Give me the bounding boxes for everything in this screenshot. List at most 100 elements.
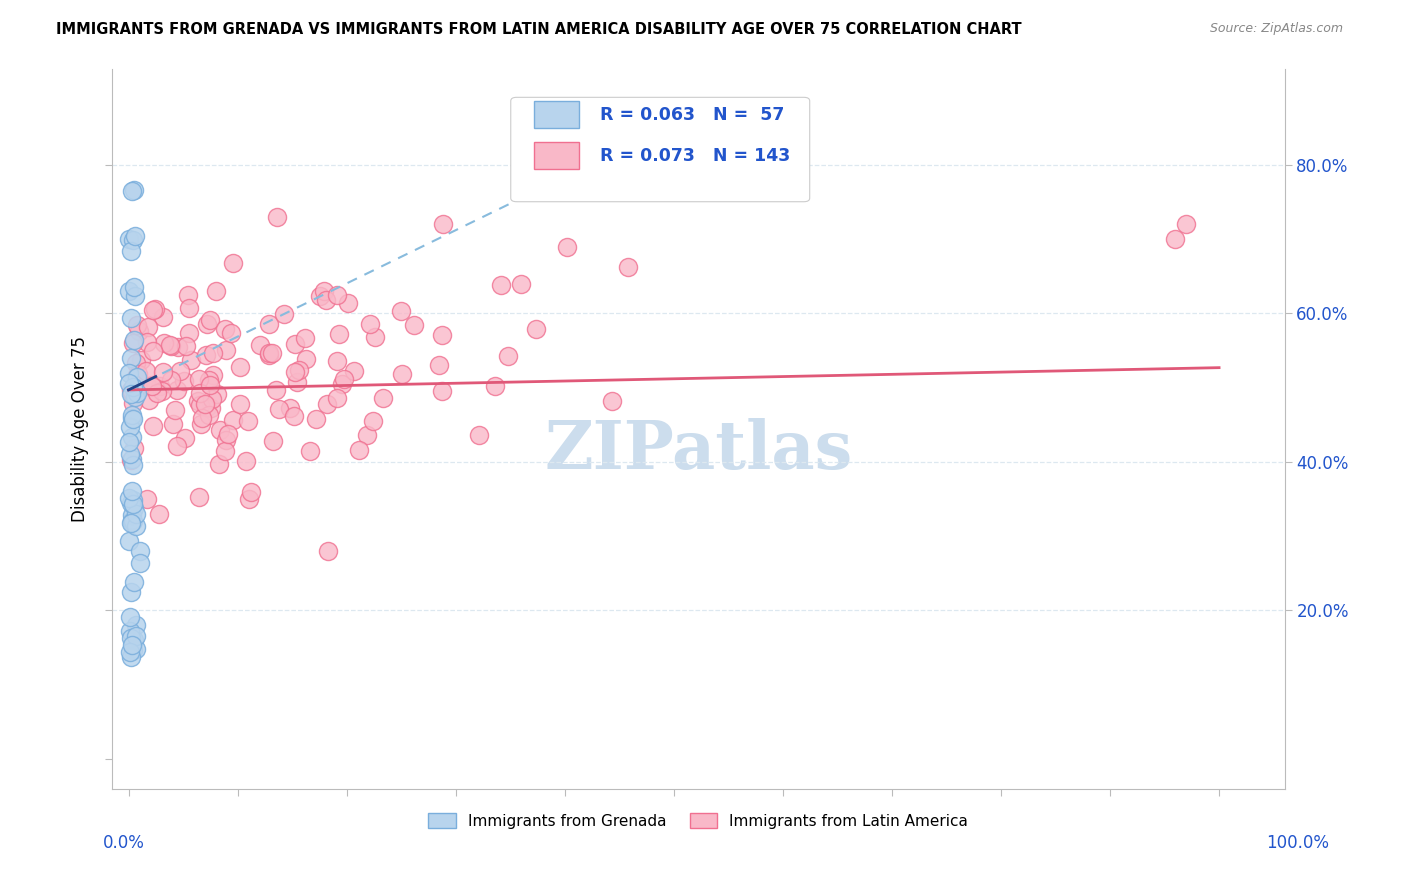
Point <box>129 353 152 368</box>
Point <box>288 363 311 377</box>
Point <box>120 632 142 646</box>
Point <box>136 319 159 334</box>
Point <box>202 368 225 382</box>
Point <box>118 284 141 298</box>
Point <box>125 370 148 384</box>
Point <box>347 442 370 457</box>
Point <box>128 556 150 570</box>
Point <box>136 491 159 506</box>
Point <box>135 379 157 393</box>
Point <box>179 326 201 340</box>
Point <box>122 333 145 347</box>
Point <box>152 335 174 350</box>
Point <box>142 418 165 433</box>
Point <box>121 233 143 247</box>
Point <box>249 338 271 352</box>
Point <box>121 513 143 527</box>
Point <box>315 397 337 411</box>
Point <box>118 232 141 246</box>
Point <box>304 412 326 426</box>
Point <box>121 386 143 401</box>
Point <box>1175 218 1198 232</box>
Point <box>124 356 146 370</box>
Point <box>1164 232 1187 246</box>
Point <box>125 507 148 521</box>
Point <box>204 285 226 299</box>
Point <box>120 447 142 461</box>
Point <box>214 321 236 335</box>
Point <box>389 304 412 318</box>
Text: 100.0%: 100.0% <box>1265 834 1329 852</box>
Point <box>257 318 280 332</box>
Point <box>122 633 145 648</box>
Point <box>121 408 143 422</box>
Point <box>364 329 387 343</box>
Point <box>166 340 188 354</box>
Point <box>404 318 426 332</box>
Point <box>122 395 145 409</box>
Point <box>238 414 260 428</box>
Text: ZIPatlas: ZIPatlas <box>544 417 852 483</box>
Point <box>118 376 141 390</box>
Point <box>427 358 450 372</box>
Point <box>128 325 150 339</box>
Point <box>326 391 349 405</box>
Point <box>197 317 219 331</box>
Point <box>309 289 332 303</box>
Point <box>152 310 174 324</box>
Point <box>174 431 197 445</box>
Point <box>120 351 142 365</box>
Point <box>555 240 578 254</box>
Point <box>195 348 218 362</box>
Legend: Immigrants from Grenada, Immigrants from Latin America: Immigrants from Grenada, Immigrants from… <box>422 806 974 835</box>
Point <box>202 346 225 360</box>
Point <box>214 434 236 448</box>
Point <box>121 508 143 523</box>
Point <box>221 413 243 427</box>
Point <box>343 364 366 378</box>
Point <box>150 384 173 398</box>
Point <box>122 458 145 473</box>
Point <box>235 454 257 468</box>
Point <box>148 507 170 521</box>
Point <box>312 284 335 298</box>
Point <box>229 397 252 411</box>
Point <box>127 368 149 382</box>
Point <box>124 390 146 404</box>
Point <box>294 331 316 345</box>
Point <box>120 310 142 325</box>
Point <box>294 351 316 366</box>
Bar <box>534 101 579 128</box>
Point <box>173 374 195 388</box>
Point <box>121 483 143 498</box>
Point <box>118 435 141 450</box>
Point <box>359 317 381 331</box>
Point <box>198 313 221 327</box>
Point <box>190 417 212 432</box>
Point <box>330 377 353 392</box>
Point <box>166 439 188 453</box>
Point <box>238 491 260 506</box>
Point <box>125 641 148 656</box>
Point <box>120 387 142 401</box>
Point <box>120 584 142 599</box>
Point <box>432 327 454 342</box>
Point <box>120 384 142 398</box>
Point <box>121 643 143 657</box>
Point <box>122 379 145 393</box>
Point <box>138 393 160 408</box>
Point <box>284 337 307 351</box>
Point <box>165 403 187 417</box>
Point <box>215 343 238 358</box>
Point <box>125 519 148 533</box>
Point <box>509 277 531 291</box>
Point <box>316 544 339 558</box>
Point <box>273 307 295 321</box>
Point <box>125 370 148 384</box>
Point <box>278 401 301 415</box>
Point <box>127 380 149 394</box>
Y-axis label: Disability Age Over 75: Disability Age Over 75 <box>72 335 89 522</box>
Point <box>198 378 221 392</box>
Point <box>135 364 157 378</box>
Point <box>328 327 350 342</box>
